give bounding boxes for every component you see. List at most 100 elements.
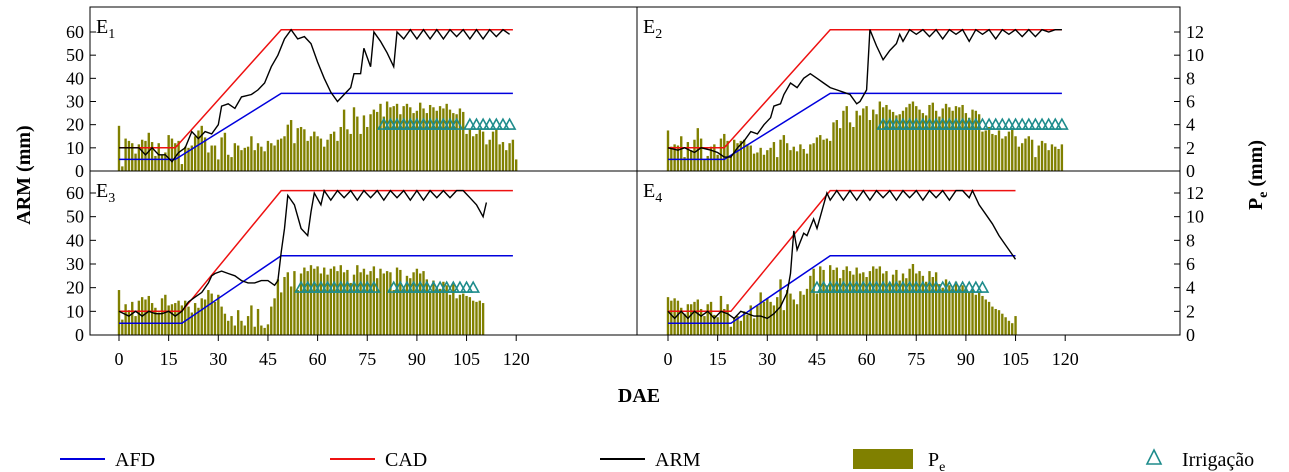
irrigation-marker [333, 280, 348, 293]
pe-bar [865, 277, 868, 335]
irrigation-marker [419, 280, 434, 293]
pe-bar [280, 138, 283, 171]
pe-bar [977, 292, 981, 335]
pe-bar [174, 303, 177, 335]
legend-swatch [1145, 448, 1163, 465]
pe-bar [485, 144, 488, 171]
pe-bar [137, 144, 141, 171]
y-right-tick-label: 12 [1186, 22, 1204, 42]
pe-bar [924, 115, 928, 171]
legend-item-irrigacao: Irrigação [1145, 448, 1254, 471]
irrigation-marker [459, 280, 474, 293]
pe-bar [220, 306, 223, 335]
pe-bar [210, 293, 213, 335]
pe-bar [468, 297, 472, 335]
pe-bar [236, 310, 240, 335]
pe-bar [409, 107, 412, 171]
pe-bar [938, 284, 941, 335]
irrigation-marker [353, 280, 368, 293]
pe-bar [954, 281, 958, 335]
legend-label: CAD [385, 449, 427, 471]
pe-bar [835, 267, 838, 335]
irrigation-marker [400, 280, 414, 293]
irrigation-marker [423, 117, 437, 130]
pe-bar [971, 290, 974, 335]
pe-bar [944, 103, 948, 171]
pe-bar [455, 298, 458, 335]
irrigation-marker [1028, 117, 1043, 130]
pe-bar [971, 109, 974, 171]
pe-bar [729, 157, 733, 171]
pe-bar [825, 285, 829, 335]
pe-bar [170, 138, 174, 171]
pe-bar [246, 146, 250, 171]
pe-bar [475, 133, 478, 171]
y-left-tick-label: 50 [66, 207, 84, 227]
pe-bar [799, 291, 802, 335]
irrigation-marker [902, 117, 917, 130]
pe-bar [855, 267, 858, 335]
pe-bar [838, 128, 842, 171]
pe-bar [276, 139, 280, 171]
pe-bar [283, 136, 286, 171]
pe-bar [918, 109, 921, 171]
pe-bar [1060, 144, 1064, 171]
pe-bar [286, 272, 289, 335]
irrigation-marker [955, 117, 970, 130]
irrigation-marker [988, 117, 1003, 130]
y-right-tick-label: 0 [1186, 161, 1195, 181]
irrigation-marker [975, 280, 990, 293]
pe-bar [1001, 138, 1004, 171]
pe-bar [405, 275, 409, 335]
pe-bar [1007, 131, 1011, 171]
pe-bar [462, 111, 465, 171]
panel-label: E1 [96, 16, 115, 42]
pe-bar [726, 140, 729, 171]
pe-bar [693, 139, 696, 171]
pe-bar [832, 122, 835, 171]
pe-bar [789, 150, 792, 171]
pe-bar [342, 109, 346, 171]
irrigation-marker [367, 280, 381, 293]
irrigation-marker [294, 280, 308, 293]
pe-bar [187, 306, 190, 335]
irrigation-marker [968, 117, 983, 130]
pe-bar [303, 267, 306, 335]
pe-bar [471, 136, 475, 171]
y-right-tick-label: 4 [1186, 278, 1195, 298]
pe-bar [273, 298, 276, 335]
pe-bar [948, 285, 951, 335]
irrigation-marker [449, 117, 464, 130]
pe-bar [227, 320, 230, 335]
pe-bar [709, 301, 713, 335]
pe-bar [968, 292, 971, 335]
pe-bar [508, 143, 511, 171]
pe-bar [117, 290, 121, 335]
pe-bar [260, 146, 263, 171]
pe-bar [336, 271, 339, 335]
pe-bar [203, 137, 207, 171]
pe-bar [190, 145, 194, 171]
pe-bar [296, 128, 299, 171]
x-tick-label: 30 [209, 349, 227, 369]
pe-bar [994, 135, 997, 171]
pe-bar [392, 106, 395, 171]
pe-bar [501, 142, 505, 171]
panel-E2: E2 [643, 16, 1069, 172]
pe-bar [951, 288, 954, 335]
cad-line [119, 28, 513, 149]
pe-bar [276, 279, 280, 335]
pe-bar [356, 116, 359, 171]
y-left-tick-label: 0 [75, 161, 84, 181]
pe-bar [124, 304, 127, 335]
pe-bar [974, 110, 978, 171]
pe-bar [131, 143, 134, 171]
pe-bar [270, 306, 273, 335]
pe-bar [901, 110, 905, 171]
pe-bar [207, 290, 210, 335]
pe-bar [689, 304, 693, 335]
pe-bar [1011, 323, 1014, 335]
legend-item-arm: ARM [600, 449, 701, 471]
x-axis-label: DAE [618, 385, 660, 407]
pe-bar [452, 284, 455, 335]
